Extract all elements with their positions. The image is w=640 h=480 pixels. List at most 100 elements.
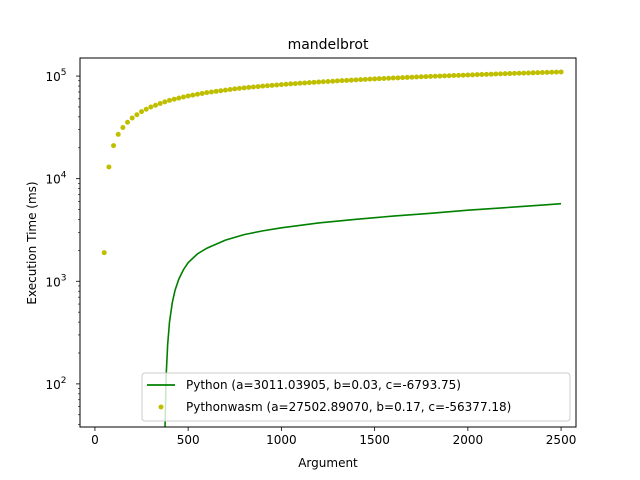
data-point-pythonwasm [153,102,159,108]
chart-title: mandelbrot [288,37,369,53]
y-tick-label: 104 [45,171,66,187]
data-point-pythonwasm [423,74,429,80]
data-point-pythonwasm [185,93,191,99]
data-point-pythonwasm [125,119,131,125]
data-point-pythonwasm [432,73,438,79]
data-point-pythonwasm [278,82,284,88]
data-point-pythonwasm [428,73,434,79]
data-point-pythonwasm [241,85,247,91]
data-point-pythonwasm [525,70,531,76]
data-point-pythonwasm [218,88,224,94]
data-point-pythonwasm [386,75,392,81]
data-point-pythonwasm [288,81,294,87]
y-axis-ticks: 102 103 104 105 [45,68,80,426]
data-point-pythonwasm [390,75,396,81]
data-point-pythonwasm [167,97,172,103]
data-point-pythonwasm [334,78,340,84]
legend-swatch-pythonwasm [158,404,164,410]
data-point-pythonwasm [148,104,154,110]
data-point-pythonwasm [143,106,149,112]
data-point-pythonwasm [302,80,308,86]
data-point-pythonwasm [484,71,489,77]
data-point-pythonwasm [311,79,317,85]
data-point-pythonwasm [437,73,443,79]
data-point-pythonwasm [493,71,499,77]
series-layer [101,69,564,427]
data-point-pythonwasm [367,76,373,82]
data-point-pythonwasm [297,80,303,86]
data-point-pythonwasm [111,143,117,149]
x-tick-label: 0 [91,433,99,447]
data-point-pythonwasm [488,71,494,77]
data-point-pythonwasm [539,70,545,76]
data-point-pythonwasm [199,90,205,96]
data-point-pythonwasm [353,77,359,83]
data-point-pythonwasm [470,72,476,78]
series-line-python [164,202,562,427]
y-axis-label: Execution Time (ms) [25,181,39,304]
x-tick-label: 1500 [359,433,390,447]
data-point-pythonwasm [157,101,163,107]
data-point-pythonwasm [446,73,452,79]
data-point-pythonwasm [316,79,322,85]
data-point-pythonwasm [479,71,485,77]
data-point-pythonwasm [129,115,135,121]
data-point-pythonwasm [208,89,214,95]
data-point-pythonwasm [232,86,238,92]
data-point-pythonwasm [269,82,275,88]
data-point-pythonwasm [544,69,550,75]
data-point-pythonwasm [171,96,177,102]
data-point-pythonwasm [306,80,312,86]
data-point-pythonwasm [502,71,508,77]
data-point-pythonwasm [115,131,121,137]
data-point-pythonwasm [180,94,186,100]
data-point-pythonwasm [530,70,536,76]
data-point-pythonwasm [507,71,513,77]
data-point-pythonwasm [404,74,410,80]
data-point-pythonwasm [442,73,448,79]
y-tick-label: 102 [45,376,66,392]
axes-frame [79,57,577,428]
data-point-pythonwasm [409,74,415,80]
data-point-pythonwasm [134,112,140,118]
data-point-pythonwasm [292,81,298,87]
data-point-pythonwasm [465,72,471,78]
data-point-pythonwasm [250,84,256,90]
data-point-pythonwasm [264,83,270,89]
x-tick-label: 2000 [453,433,484,447]
data-point-pythonwasm [376,76,382,82]
data-point-pythonwasm [474,72,480,78]
x-axis-label: Argument [298,456,358,470]
data-point-pythonwasm [451,73,457,79]
data-point-pythonwasm [395,75,401,81]
data-point-pythonwasm [255,84,261,90]
data-point-pythonwasm [246,84,252,90]
data-point-pythonwasm [348,77,354,83]
data-point-pythonwasm [194,91,200,97]
legend-box [141,372,571,422]
data-point-pythonwasm [414,74,420,80]
data-point-pythonwasm [162,99,168,105]
data-point-pythonwasm [320,79,326,85]
data-point-pythonwasm [176,95,182,101]
x-axis-ticks: 0 500 1000 1500 2000 2500 [91,427,576,447]
data-point-pythonwasm [260,83,266,89]
x-tick-label: 1000 [266,433,297,447]
data-point-pythonwasm [236,85,242,91]
data-point-pythonwasm [516,70,522,76]
data-point-pythonwasm [549,69,555,75]
y-tick-label: 105 [45,68,66,84]
data-point-pythonwasm [139,109,145,115]
data-point-pythonwasm [558,69,564,75]
data-point-pythonwasm [497,71,503,77]
data-point-pythonwasm [521,70,527,76]
data-point-pythonwasm [418,74,424,80]
data-point-pythonwasm [362,76,368,82]
data-point-pythonwasm [339,78,345,84]
data-point-pythonwasm [213,88,219,94]
data-point-pythonwasm [330,78,336,84]
data-point-pythonwasm [400,75,406,81]
data-point-pythonwasm [106,164,112,170]
data-point-pythonwasm [227,86,233,92]
